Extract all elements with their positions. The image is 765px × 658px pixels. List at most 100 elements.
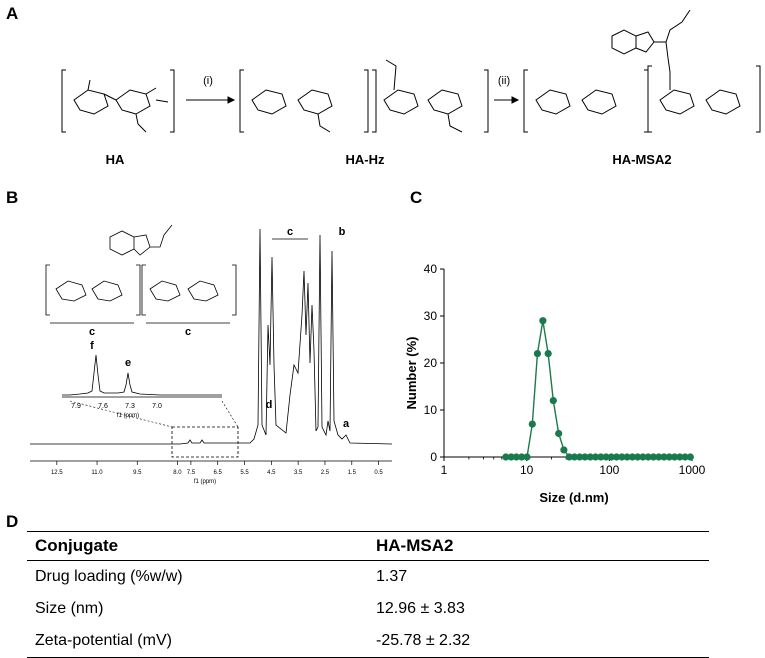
header-ha-msa2: HA-MSA2 xyxy=(368,531,709,561)
nmr-tick-label: 3.5 xyxy=(294,470,303,476)
panel-label-d: D xyxy=(6,512,19,531)
inset-tick-7-3: 7.3 xyxy=(125,403,135,410)
nmr-tick-label: 1.5 xyxy=(348,470,357,476)
dls-chart: 0 10 20 30 40 1 10 100 1000 Size (d.nm) Number (… xyxy=(404,262,706,505)
dls-data-point xyxy=(502,453,510,461)
dls-y-tick-label: 40 xyxy=(424,262,438,276)
dls-x-axis-label: Size (d.nm) xyxy=(539,490,608,505)
step-ii-label: (ii) xyxy=(498,75,510,87)
inset-tick-7-9: 7.9 xyxy=(71,403,81,410)
row-value: 12.96 ± 3.83 xyxy=(376,600,465,617)
dls-data-point xyxy=(649,453,658,461)
reaction-scheme: (i) (ii) xyxy=(61,9,761,133)
dls-x-tick-label: 1 xyxy=(441,463,448,477)
inset-peak-e: e xyxy=(125,357,131,369)
nmr-spectrum: c c f e 7.9 7.6 7.3 7.0 f1 (ppm) d c b a… xyxy=(30,224,393,485)
row-label: Drug loading (%w/w) xyxy=(35,568,183,585)
table-row: Size (nm) 12.96 ± 3.83 xyxy=(27,593,709,625)
dls-data-point xyxy=(612,453,621,461)
row-label: Zeta-potential (mV) xyxy=(27,625,368,658)
dls-series-line xyxy=(505,320,691,458)
nmr-axis-label: f1 (ppm) xyxy=(194,479,216,485)
dls-data-point xyxy=(681,453,689,461)
inset-axis-label: f1 (ppm) xyxy=(117,413,139,419)
dls-data-point xyxy=(655,453,663,461)
panel-label-c: C xyxy=(410,188,423,207)
dls-data-point xyxy=(639,453,647,461)
dls-y-tick-label: 10 xyxy=(424,403,438,417)
panel-label-a: A xyxy=(6,4,19,23)
dls-data-point xyxy=(560,446,568,454)
dls-data-point xyxy=(644,453,652,461)
row-value: -25.78 ± 2.32 xyxy=(368,625,709,658)
dls-series xyxy=(502,317,694,461)
nmr-peak-a: a xyxy=(343,418,350,430)
dls-x-tick-label: 1000 xyxy=(679,463,706,477)
dls-data-point xyxy=(607,453,615,461)
dls-y-tick-label: 30 xyxy=(424,309,438,323)
dls-data-point xyxy=(670,453,679,461)
nmr-label-c-left: c xyxy=(89,326,95,338)
dls-data-point xyxy=(528,420,536,428)
ha-hz-structure xyxy=(239,59,489,133)
properties-table: Conjugate HA-MSA2 Drug loading (%w/w) 1.… xyxy=(27,531,709,658)
dls-data-point xyxy=(544,350,552,358)
nmr-tick-label: 2.5 xyxy=(321,470,330,476)
dls-data-point xyxy=(507,453,515,461)
zoom-box xyxy=(171,426,239,458)
row-value: 1.37 xyxy=(376,568,408,585)
nmr-inset-structure xyxy=(45,224,237,324)
nmr-label-c-right: c xyxy=(185,326,191,338)
dls-data-point xyxy=(581,453,589,461)
dls-data-point xyxy=(549,397,557,405)
inset-tick-7-0: 7.0 xyxy=(152,403,162,410)
dls-y-tick-label: 20 xyxy=(424,356,438,370)
nmr-tick-label: 9.5 xyxy=(133,470,142,476)
dls-data-point xyxy=(576,453,584,461)
dls-data-point xyxy=(512,453,520,461)
step-i-label: (i) xyxy=(203,75,213,87)
dls-data-point xyxy=(686,453,694,461)
dls-data-point xyxy=(660,453,668,461)
row-label: Size (nm) xyxy=(35,600,104,617)
dls-y-axis-label: Number (%) xyxy=(404,337,419,410)
dls-data-point xyxy=(676,453,684,461)
dls-data-point xyxy=(555,429,563,438)
nmr-tick-label: 7.5 xyxy=(187,470,196,476)
dls-x-tick-label: 10 xyxy=(520,463,534,477)
reaction-arrows xyxy=(186,96,520,104)
nmr-tick-label: 12.5 xyxy=(51,470,63,476)
inset-peak-f: f xyxy=(90,340,94,352)
nmr-inset-structure-labels: c c xyxy=(89,326,191,338)
nmr-inset-zoom: f e 7.9 7.6 7.3 7.0 f1 (ppm) xyxy=(62,340,239,428)
ha-structure xyxy=(61,69,175,133)
dls-data-point xyxy=(539,317,547,325)
nmr-tick-label: 6.5 xyxy=(214,470,223,476)
header-conjugate: Conjugate xyxy=(27,531,368,561)
dls-data-point xyxy=(602,453,610,461)
dls-data-point xyxy=(586,453,594,461)
compound-label-ha-hz: HA-Hz xyxy=(345,152,385,167)
nmr-tick-label: 11.0 xyxy=(91,470,103,476)
compound-label-ha: HA xyxy=(105,152,125,167)
table-row: Drug loading (%w/w) 1.37 xyxy=(27,561,709,594)
dls-data-point xyxy=(628,453,636,461)
dls-data-point xyxy=(565,453,573,461)
nmr-tick-label: 8.0 xyxy=(173,470,182,476)
nmr-spectrum-line xyxy=(30,228,393,445)
dls-axes: 0 10 20 30 40 1 10 100 1000 xyxy=(424,262,706,477)
nmr-peak-d: d xyxy=(266,399,273,411)
nmr-tick-label: 0.5 xyxy=(374,470,383,476)
nmr-tick-label: 4.5 xyxy=(267,470,276,476)
nmr-tick-label: 5.5 xyxy=(240,470,249,476)
table-row: Zeta-potential (mV) -25.78 ± 2.32 xyxy=(27,625,709,658)
table-header-row: Conjugate HA-MSA2 xyxy=(27,531,709,561)
nmr-ticks: 12.5 11.0 9.5 8.0 7.5 6.5 5.5 4.5 3.5 2.5 1.5 0.5 xyxy=(51,461,383,476)
dls-data-point xyxy=(518,453,526,461)
dls-data-point xyxy=(523,453,531,461)
ha-msa2-structure xyxy=(523,9,761,133)
dls-y-tick-label: 0 xyxy=(430,450,437,464)
dls-data-point xyxy=(623,453,631,461)
dls-data-point xyxy=(634,453,642,461)
dls-data-point xyxy=(665,453,673,461)
